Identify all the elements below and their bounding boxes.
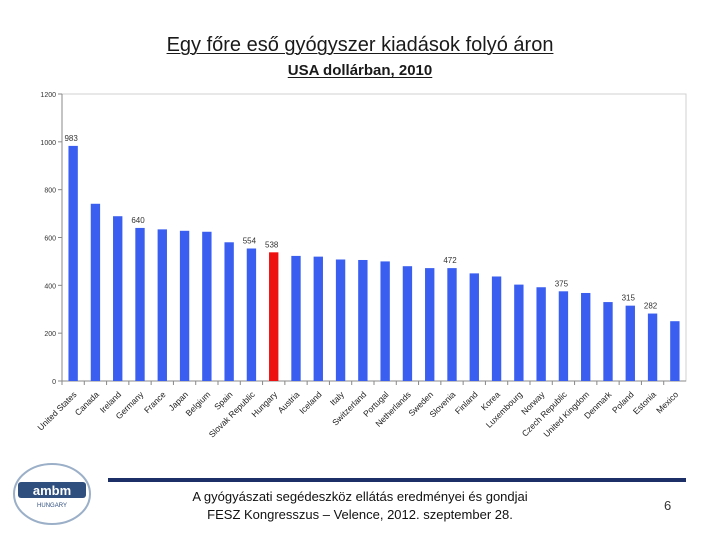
bar (558, 291, 569, 381)
y-tick-label: 800 (44, 188, 56, 195)
bar (291, 255, 301, 381)
data-label: 640 (131, 216, 145, 225)
category-label: Hungary (249, 389, 279, 419)
y-tick-label: 600 (44, 236, 56, 243)
bar (447, 268, 457, 381)
bar (670, 321, 680, 381)
data-label: 315 (622, 294, 636, 303)
bar (581, 292, 591, 381)
bar (202, 231, 212, 381)
page-subtitle: USA dollárban, 2010 (287, 62, 433, 79)
data-label: 538 (265, 240, 279, 249)
bar (491, 276, 502, 381)
bar (625, 305, 635, 381)
bar (135, 227, 145, 381)
bar (402, 266, 413, 381)
bar (358, 259, 368, 381)
bar (313, 256, 323, 381)
page-number: 6 (664, 498, 672, 513)
category-label: Belgium (183, 389, 212, 418)
bar (224, 242, 234, 381)
category-label: Austria (276, 389, 302, 415)
logo-text: ambm (33, 483, 71, 498)
y-tick-label: 1200 (40, 92, 56, 99)
category-label: Mexico (654, 389, 680, 415)
logo-subtext: HUNGARY (37, 503, 67, 509)
data-label: 472 (443, 256, 457, 265)
bar (335, 259, 346, 381)
bar (380, 261, 390, 381)
category-label: Canada (73, 389, 101, 417)
y-tick-label: 0 (52, 379, 56, 386)
bar (157, 229, 167, 381)
footer-text: A gyógyászati segédeszköz ellátás eredmé… (160, 488, 560, 524)
category-label: Iceland (297, 389, 324, 416)
bar (647, 313, 658, 381)
category-label: Finland (453, 389, 480, 416)
bar (536, 287, 546, 381)
bar (469, 273, 479, 381)
bar (113, 216, 123, 381)
footer-divider (108, 478, 686, 482)
data-label: 554 (243, 237, 257, 246)
data-label: 983 (64, 134, 78, 143)
bar (603, 302, 613, 381)
bar (425, 268, 435, 381)
y-tick-label: 200 (44, 331, 56, 338)
bar (179, 230, 190, 381)
bar (68, 145, 78, 381)
bar (269, 252, 279, 381)
y-tick-label: 400 (44, 283, 56, 290)
footer-line-1: A gyógyászati segédeszköz ellátás eredmé… (192, 489, 528, 504)
category-label: Italy (328, 389, 347, 408)
footer-line-2: FESZ Kongresszus – Velence, 2012. szepte… (207, 507, 513, 522)
category-label: Estonia (631, 389, 658, 416)
bar (90, 203, 101, 381)
y-tick-label: 1000 (40, 140, 56, 147)
data-label: 282 (644, 302, 658, 311)
plot-frame (61, 93, 687, 382)
bar (514, 284, 524, 381)
page-title: Egy főre eső gyógyszer kiadások folyó ár… (166, 34, 554, 56)
bar (246, 248, 257, 381)
category-label: France (142, 389, 168, 415)
data-label: 375 (555, 279, 569, 288)
ambm-logo: ambm HUNGARY (13, 463, 91, 525)
